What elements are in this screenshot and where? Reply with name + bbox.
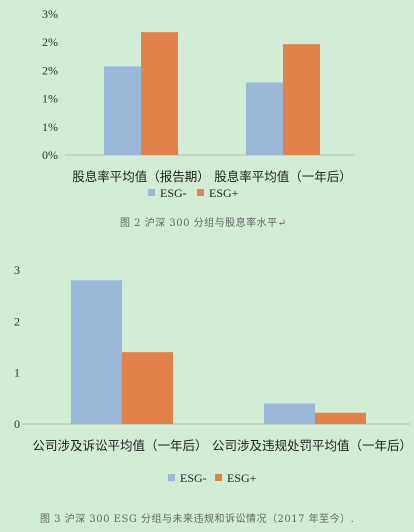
chart-2-bars bbox=[71, 280, 366, 424]
chart-1-bar-esg-plus-cat-1 bbox=[141, 32, 178, 155]
chart-2-y-tick-label: 3 bbox=[14, 263, 20, 277]
chart-1-bar-esg-minus-cat-1 bbox=[104, 66, 141, 155]
chart-1-legend-swatch-esg-minus bbox=[148, 189, 155, 196]
figure-2-caption: 图 2 沪深 300 分组与股息率水平↵ bbox=[120, 216, 287, 229]
chart-1-y-tick-label: 2% bbox=[42, 63, 58, 77]
chart-2-category-label-2: 公司涉及违规处罚平均值（一年后） bbox=[212, 438, 412, 453]
chart-1-legend-swatch-esg-plus bbox=[197, 189, 204, 196]
chart-2-bar-esg-plus-cat-1 bbox=[122, 352, 173, 424]
chart-2-bar-esg-minus-cat-1 bbox=[71, 280, 122, 424]
chart-1-dividend-yield: 0% 1% 1% 2% 2% 3% 股息率平均值（报告期） 股息率平均值（一年后） ESG… bbox=[42, 7, 355, 200]
chart-1-legend: ESG- ESG+ bbox=[148, 186, 239, 200]
chart-2-litigation: 0 1 2 3 公司涉及诉讼平均值（一年后） 公司涉及违规处罚平均值（一年后） ESG… bbox=[14, 263, 412, 485]
chart-2-category-label-1: 公司涉及诉讼平均值（一年后） bbox=[32, 438, 207, 453]
chart-2-legend-swatch-esg-minus bbox=[168, 474, 175, 481]
chart-1-bar-esg-plus-cat-2 bbox=[283, 44, 320, 155]
chart-2-legend: ESG- ESG+ bbox=[168, 471, 257, 485]
chart-1-legend-label-esg-plus: ESG+ bbox=[209, 186, 239, 200]
chart-2-bar-esg-plus-cat-2 bbox=[315, 412, 366, 424]
chart-1-y-axis: 0% 1% 1% 2% 2% 3% bbox=[42, 7, 58, 162]
chart-2-legend-label-esg-plus: ESG+ bbox=[227, 471, 257, 485]
chart-2-bar-esg-minus-cat-2 bbox=[264, 403, 315, 424]
chart-2-legend-swatch-esg-plus bbox=[215, 474, 222, 481]
chart-1-legend-label-esg-minus: ESG- bbox=[160, 186, 187, 200]
chart-2-y-tick-label: 1 bbox=[14, 366, 20, 380]
chart-1-category-label-1: 股息率平均值（报告期） bbox=[72, 169, 210, 184]
chart-1-bars bbox=[104, 32, 320, 155]
chart-1-y-tick-label: 3% bbox=[42, 7, 58, 21]
chart-2-y-tick-label: 0 bbox=[14, 417, 20, 431]
chart-1-category-label-2: 股息率平均值（一年后） bbox=[214, 169, 352, 184]
chart-1-y-tick-label: 0% bbox=[42, 148, 58, 162]
figure-3-caption: 图 3 沪深 300 ESG 分组与未来违规和诉讼情况（2017 年至今）. bbox=[40, 512, 354, 525]
chart-2-y-axis: 0 1 2 3 bbox=[14, 263, 20, 431]
chart-1-y-tick-label: 2% bbox=[42, 35, 58, 49]
chart-2-y-tick-label: 2 bbox=[14, 314, 20, 328]
chart-1-y-tick-label: 1% bbox=[42, 92, 58, 106]
chart-1-y-tick-label: 1% bbox=[42, 120, 58, 134]
chart-1-bar-esg-minus-cat-2 bbox=[246, 82, 283, 155]
chart-2-legend-label-esg-minus: ESG- bbox=[180, 471, 207, 485]
